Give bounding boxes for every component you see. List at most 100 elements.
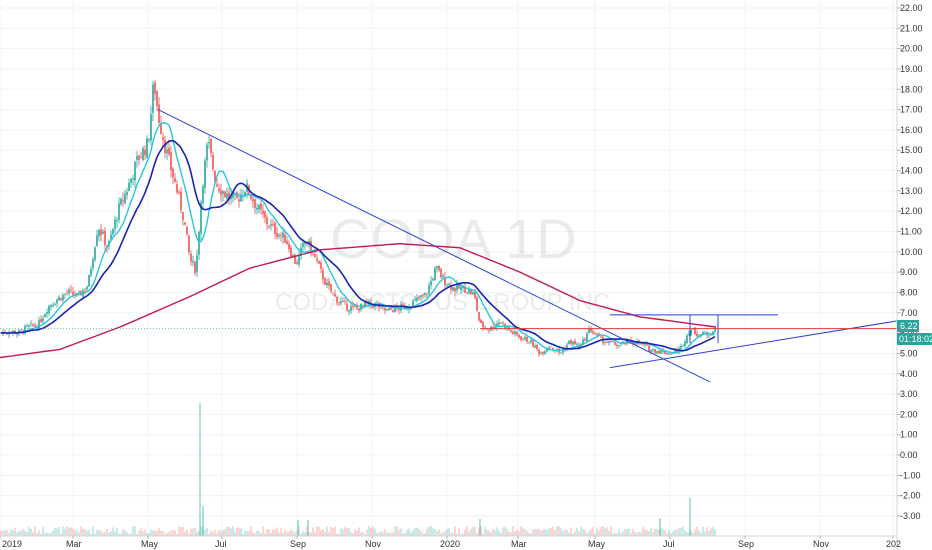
volume-bar — [134, 526, 136, 536]
candle-body — [130, 178, 132, 184]
candle-body — [460, 287, 462, 290]
trend-drawings[interactable] — [0, 109, 898, 383]
volume-bar — [200, 526, 202, 536]
candle-body — [428, 285, 430, 294]
volume-bar — [296, 530, 298, 536]
price-axis[interactable]: 22.00 21.00 20.00 19.00 18.00 17.00 16.00 15.00… — [896, 0, 923, 550]
price-tick-label: 11.00 — [900, 227, 922, 237]
volume-bar — [280, 528, 282, 536]
volume-bar — [288, 531, 290, 536]
volume-bar — [74, 530, 76, 536]
volume-spike — [689, 497, 691, 536]
volume-bar — [58, 526, 60, 536]
volume-bar — [210, 530, 212, 536]
candle-body — [142, 148, 144, 161]
volume-bar — [354, 529, 356, 536]
volume-bar — [536, 528, 538, 536]
candle-body — [226, 193, 228, 199]
volume-spike — [307, 520, 309, 536]
volume-bar — [260, 533, 262, 536]
candle-body — [514, 331, 516, 334]
price-tick-label: 19.00 — [900, 64, 923, 74]
candle-body — [432, 278, 434, 281]
watermark-company: CODA OCTOPUS GROUP INC — [275, 289, 610, 316]
price-tick-label: 15.00 — [900, 145, 923, 155]
volume-spike — [659, 518, 661, 536]
candle-body — [546, 348, 548, 352]
price-tick-label: 2.00 — [900, 409, 918, 419]
volume-bar — [94, 533, 96, 536]
volume-bar — [430, 526, 432, 536]
price-labels: 6.22 01:18:02 — [897, 320, 932, 345]
candle-body — [712, 331, 714, 336]
candle-body — [482, 321, 484, 328]
volume-spike — [199, 403, 201, 536]
price-tick-label: 12.00 — [900, 206, 923, 216]
volume-bar — [590, 529, 592, 536]
trendline[interactable] — [157, 109, 711, 383]
candle-body — [240, 194, 242, 202]
volume-bar — [60, 533, 62, 536]
volume-bar — [68, 527, 70, 536]
volume-bar — [252, 532, 254, 536]
volume-bar — [402, 533, 404, 536]
volume-bar — [484, 526, 486, 536]
time-tick-label: Nov — [365, 539, 382, 549]
candle-body — [412, 300, 414, 307]
candle-body — [526, 336, 528, 342]
volume-bar — [560, 528, 562, 536]
candle-body — [286, 240, 288, 245]
volume-bar — [344, 527, 346, 536]
volume-bar — [284, 530, 286, 536]
volume-bar — [292, 531, 294, 536]
volume-bar — [392, 532, 394, 536]
candle-body — [448, 283, 450, 285]
volume-bar — [254, 533, 256, 536]
volume-bar — [264, 533, 266, 536]
candle-body — [644, 344, 646, 346]
volume-bar — [652, 532, 654, 536]
candle-body — [420, 295, 422, 298]
candle-body — [284, 234, 286, 243]
volume-bar — [346, 527, 348, 536]
volume-bar — [426, 528, 428, 536]
volume-bar — [6, 530, 8, 536]
candle-body — [714, 327, 716, 333]
candle-body — [270, 224, 272, 226]
volume-bar — [120, 533, 122, 536]
volume-bar — [514, 531, 516, 536]
time-axis[interactable]: 2019 Mar May Jul Sep Nov 2020 Mar May Jul Sep Nov 20… — [0, 535, 901, 549]
volume-bar — [688, 532, 690, 536]
volume-bar — [150, 529, 152, 536]
volume-bar — [154, 530, 156, 536]
candle-body — [468, 289, 470, 294]
candle-body — [20, 329, 22, 331]
candle-body — [562, 349, 564, 353]
volume-bar — [398, 530, 400, 536]
candle-body — [120, 199, 122, 205]
candle-body — [232, 193, 234, 198]
candle-body — [480, 319, 482, 324]
price-tick-label: 9.00 — [900, 267, 918, 277]
candle-body — [614, 342, 616, 345]
candle-body — [324, 278, 326, 286]
volume-bar — [156, 530, 158, 536]
candle-body — [292, 254, 294, 257]
candle-body — [42, 318, 44, 322]
volume-bar — [316, 526, 318, 536]
volume-bar — [668, 530, 670, 536]
volume-bar — [14, 527, 16, 536]
price-tick-label: 16.00 — [900, 125, 923, 135]
time-tick-label: Jul — [663, 539, 675, 549]
candle-body — [296, 262, 298, 264]
volume-bar — [504, 526, 506, 536]
candle-body — [416, 297, 418, 301]
volume-bar — [366, 529, 368, 536]
volume-bar — [548, 527, 550, 536]
volume-bar — [634, 531, 636, 536]
volume-bar — [532, 529, 534, 536]
candle-body — [606, 342, 608, 343]
price-tick-label: 7.00 — [900, 308, 918, 318]
volume-bar — [178, 526, 180, 536]
